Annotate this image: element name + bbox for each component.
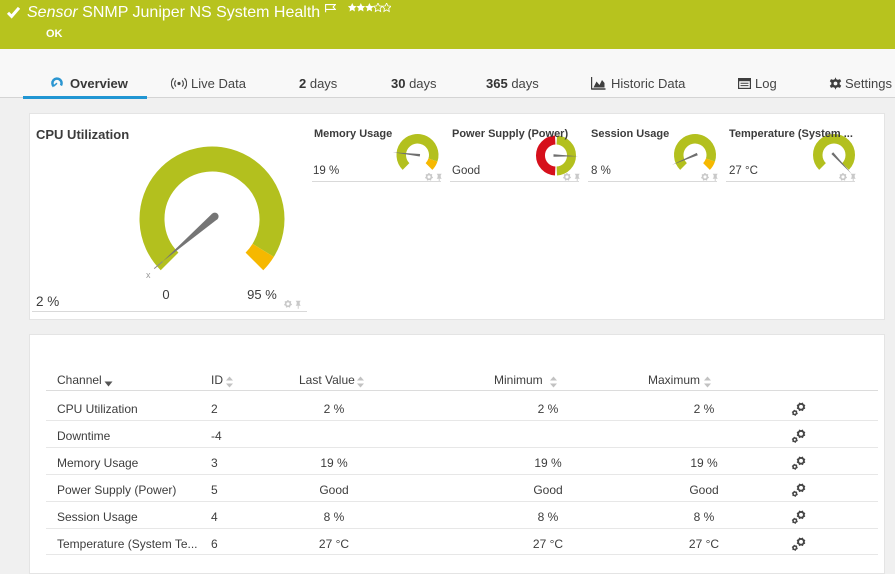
svg-text:x: x [146, 270, 151, 280]
